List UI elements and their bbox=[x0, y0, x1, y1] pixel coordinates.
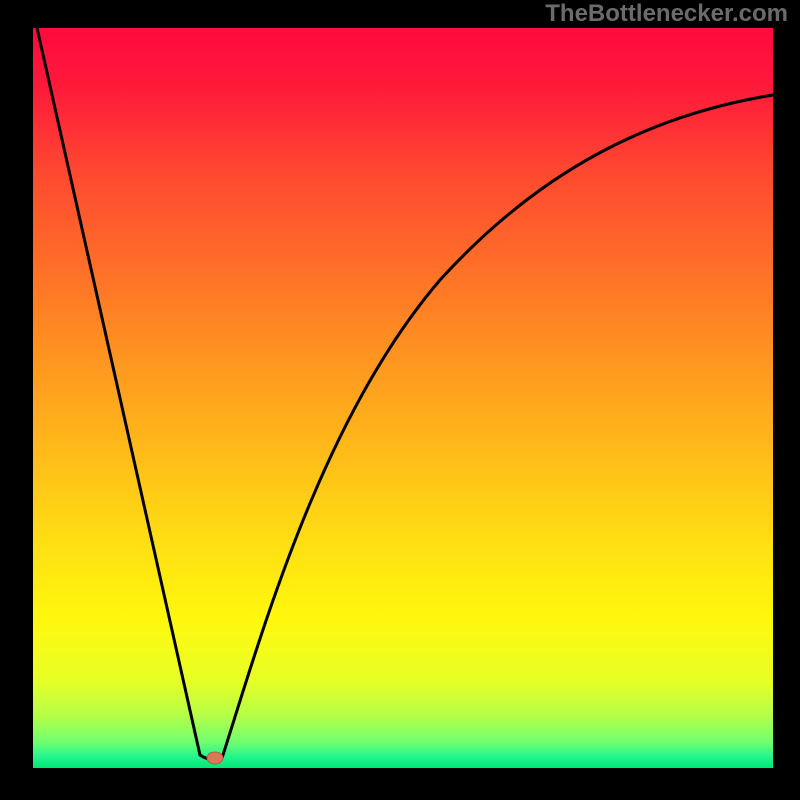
chart-canvas: TheBottlenecker.com bbox=[0, 0, 800, 800]
frame-right bbox=[773, 23, 778, 778]
bottleneck-chart bbox=[0, 0, 800, 800]
frame-left bbox=[28, 23, 33, 778]
gradient-panel bbox=[33, 28, 773, 768]
frame-bottom bbox=[28, 768, 778, 778]
optimum-marker bbox=[207, 752, 223, 764]
watermark-label: TheBottlenecker.com bbox=[545, 0, 788, 28]
